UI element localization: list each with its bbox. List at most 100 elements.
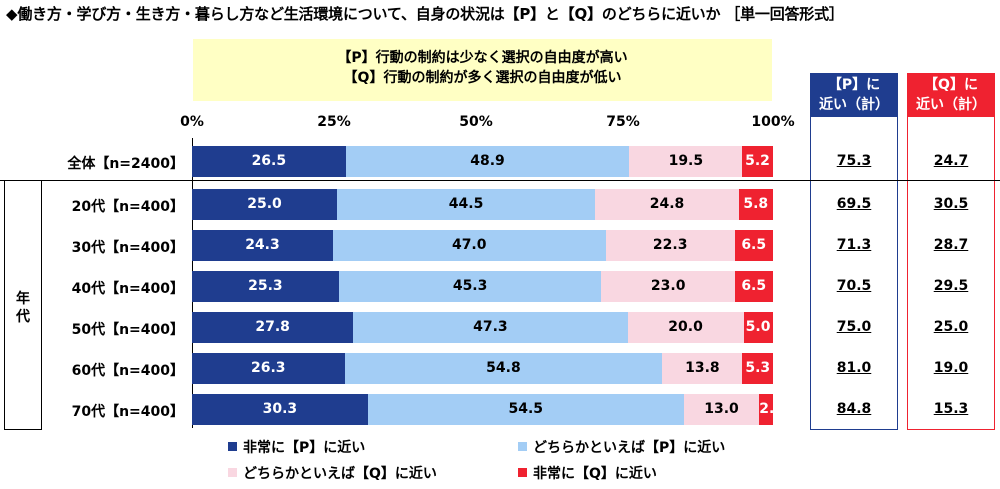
- data-label: 25.0: [247, 196, 282, 212]
- summary-p-header-line2: 近い（計）: [819, 97, 889, 113]
- row-label: 70代【n=400】: [71, 404, 184, 420]
- chart-title: ◆働き方・学び方・生き方・暮らし方など生活環境について、自身の状況は【P】と【Q…: [6, 5, 844, 23]
- data-label: 47.0: [451, 237, 487, 253]
- summary-q-header: 【Q】に 近い（計）: [908, 73, 994, 117]
- bar-segment-q-strong: 5.2: [742, 146, 773, 177]
- summary-q-header-line2: 近い（計）: [916, 97, 986, 113]
- bar-segment-q-weak: 22.3: [605, 230, 735, 261]
- bar-segment-p-weak: 47.3: [353, 312, 628, 343]
- x-tick-label: 25%: [317, 114, 351, 130]
- legend-swatch: [228, 468, 237, 477]
- summary-q-value: 24.7: [933, 153, 969, 169]
- data-label: 5.2: [745, 153, 770, 169]
- data-label: 5.8: [743, 196, 769, 212]
- data-label: 24.3: [245, 237, 280, 253]
- legend-swatch: [518, 468, 527, 477]
- bar-segment-p-strong: 26.5: [192, 146, 346, 177]
- bar-segment-q-strong: 6.5: [734, 230, 773, 261]
- bar-segment-q-strong: 5.8: [738, 189, 773, 220]
- legend-swatch: [228, 442, 237, 451]
- data-label: 47.3: [473, 319, 508, 335]
- row-label: 60代【n=400】: [71, 363, 184, 379]
- bar-segment-q-weak: 20.0: [627, 312, 744, 343]
- bar-segment-p-weak: 48.9: [345, 146, 630, 177]
- data-label: 26.3: [250, 360, 286, 376]
- summary-p-frame: [810, 73, 898, 430]
- x-tick-label: 75%: [606, 114, 640, 130]
- total-separator-line: [0, 180, 1000, 181]
- summary-p-value: 71.3: [836, 237, 872, 253]
- data-label: 25.3: [248, 278, 283, 294]
- data-label: 5.0: [745, 319, 771, 335]
- data-label: 23.0: [650, 278, 686, 294]
- data-label: 45.3: [452, 278, 488, 294]
- bar-segment-p-weak: 45.3: [338, 271, 602, 302]
- summary-p-header: 【P】に 近い（計）: [811, 73, 897, 117]
- x-tick-label: 100%: [751, 114, 795, 130]
- row-label: 50代【n=400】: [71, 322, 184, 338]
- bar-segment-p-strong: 25.3: [192, 271, 339, 302]
- summary-p-value: 69.5: [836, 196, 872, 212]
- legend-label: 非常に【Q】に近い: [533, 466, 657, 482]
- bar-segment-p-weak: 47.0: [332, 230, 606, 261]
- legend-label: どちらかといえば【P】に近い: [533, 440, 726, 456]
- data-label: 19.5: [668, 153, 704, 169]
- bar-segment-p-strong: 25.0: [192, 189, 337, 220]
- bar-segment-q-strong: 5.3: [742, 353, 774, 384]
- summary-p-value: 70.5: [836, 278, 872, 294]
- bar-segment-p-strong: 24.3: [192, 230, 333, 261]
- summary-q-value: 25.0: [933, 319, 969, 335]
- legend-item-p-strong: 非常に【P】に近い: [228, 437, 365, 457]
- summary-q-value: 19.0: [933, 360, 969, 376]
- summary-q-value: 15.3: [933, 401, 969, 417]
- summary-p-value: 84.8: [836, 401, 872, 417]
- data-label: 54.5: [508, 401, 544, 417]
- data-label: 22.3: [652, 237, 688, 253]
- bar-segment-p-strong: 30.3: [192, 394, 368, 425]
- bar-segment-q-weak: 19.5: [629, 146, 743, 177]
- row-label: 全体【n=2400】: [67, 156, 184, 172]
- summary-p-value: 81.0: [836, 360, 872, 376]
- row-label: 40代【n=400】: [71, 281, 184, 297]
- data-label: 30.3: [262, 401, 298, 417]
- bar-segment-p-strong: 26.3: [192, 353, 345, 384]
- bar-segment-p-weak: 44.5: [337, 189, 596, 220]
- data-label: 54.8: [486, 360, 521, 376]
- data-label: 13.0: [704, 401, 739, 417]
- question-box: 【P】行動の制約は少なく選択の自由度が高い 【Q】行動の制約が多く選択の自由度が…: [193, 39, 772, 101]
- summary-q-header-line1: 【Q】に: [924, 77, 978, 93]
- data-label: 26.5: [251, 153, 287, 169]
- bar-segment-q-strong: 6.5: [734, 271, 773, 302]
- data-label: 5.3: [745, 360, 771, 376]
- row-label: 20代【n=400】: [71, 199, 184, 215]
- row-label: 30代【n=400】: [71, 240, 184, 256]
- data-label: 2.3: [759, 401, 785, 417]
- bar-segment-p-weak: 54.5: [367, 394, 684, 425]
- legend-item-p-weak: どちらかといえば【P】に近い: [518, 437, 725, 457]
- bar-segment-p-strong: 27.8: [192, 312, 354, 343]
- x-tick-label: 0%: [180, 114, 204, 130]
- data-label: 6.5: [741, 237, 767, 253]
- bar-segment-q-weak: 13.0: [683, 394, 760, 425]
- x-tick-label: 50%: [459, 114, 493, 130]
- legend-label: どちらかといえば【Q】に近い: [243, 466, 437, 482]
- bar-segment-q-strong: 5.0: [743, 312, 773, 343]
- question-q-line: 【Q】行動の制約が多く選択の自由度が低い: [343, 70, 622, 86]
- bar-segment-q-weak: 24.8: [595, 189, 739, 220]
- summary-p-value: 75.3: [836, 153, 872, 169]
- summary-q-value: 29.5: [933, 278, 969, 294]
- summary-q-frame: [907, 73, 995, 430]
- question-p-line: 【P】行動の制約は少なく選択の自由度が高い: [337, 50, 628, 66]
- bar-segment-q-strong: 2.3: [759, 394, 784, 425]
- summary-p-value: 75.0: [836, 319, 872, 335]
- data-label: 20.0: [668, 319, 703, 335]
- summary-q-value: 30.5: [933, 196, 969, 212]
- legend-item-q-strong: 非常に【Q】に近い: [518, 463, 657, 483]
- age-group-label: 年代: [16, 291, 30, 325]
- data-label: 44.5: [448, 196, 484, 212]
- summary-q-value: 28.7: [933, 237, 969, 253]
- legend-item-q-weak: どちらかといえば【Q】に近い: [228, 463, 437, 483]
- legend-swatch: [518, 442, 527, 451]
- summary-p-header-line1: 【P】に: [827, 77, 881, 93]
- data-label: 13.8: [685, 360, 720, 376]
